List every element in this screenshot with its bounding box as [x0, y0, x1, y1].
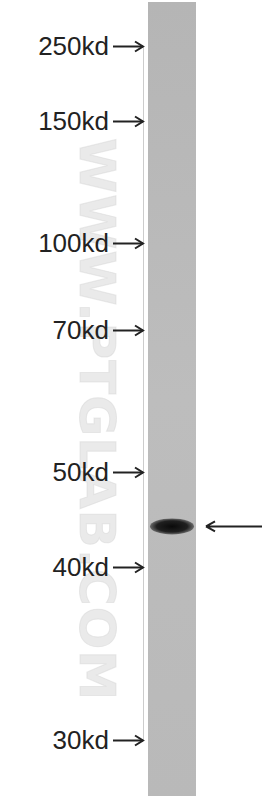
arrow-head	[135, 42, 143, 52]
marker-arrow	[113, 330, 143, 332]
marker-arrow	[113, 567, 143, 569]
tick: 150kd	[38, 106, 143, 136]
arrow-head	[135, 326, 143, 336]
tick: 250kd	[38, 31, 143, 61]
axis-line	[143, 47, 144, 741]
marker-arrow	[113, 121, 143, 123]
marker-arrow	[113, 243, 143, 245]
tick-label: 40kd	[53, 552, 109, 582]
band	[150, 518, 194, 534]
tick: 100kd	[38, 228, 143, 258]
band-pointer	[206, 521, 262, 531]
marker-arrow	[113, 472, 143, 474]
arrow-head	[135, 563, 143, 573]
marker-arrow	[113, 46, 143, 48]
arrow-head	[135, 736, 143, 746]
tick-label: 70kd	[53, 315, 109, 345]
figure: WWW.PTGLAB.COM 250kd 150kd 100kd 70kd 50kd 40k…	[0, 0, 280, 799]
tick: 30kd	[53, 725, 143, 755]
arrow-head	[135, 239, 143, 249]
y-axis: 250kd 150kd 100kd 70kd 50kd 40kd 30kd	[38, 31, 143, 755]
tick: 40kd	[53, 552, 143, 582]
arrow-head	[135, 468, 143, 478]
marks	[150, 518, 194, 534]
tick-label: 250kd	[38, 31, 109, 61]
tick: 70kd	[53, 315, 143, 345]
tick-label: 30kd	[53, 725, 109, 755]
tick-label: 150kd	[38, 106, 109, 136]
tick: 50kd	[53, 457, 143, 487]
blot-lane	[148, 2, 196, 796]
tick-label: 100kd	[38, 228, 109, 258]
watermark: WWW.PTGLAB.COM	[68, 138, 126, 701]
arrow-head	[135, 117, 143, 127]
tick-label: 50kd	[53, 457, 109, 487]
marker-arrow	[113, 740, 143, 742]
